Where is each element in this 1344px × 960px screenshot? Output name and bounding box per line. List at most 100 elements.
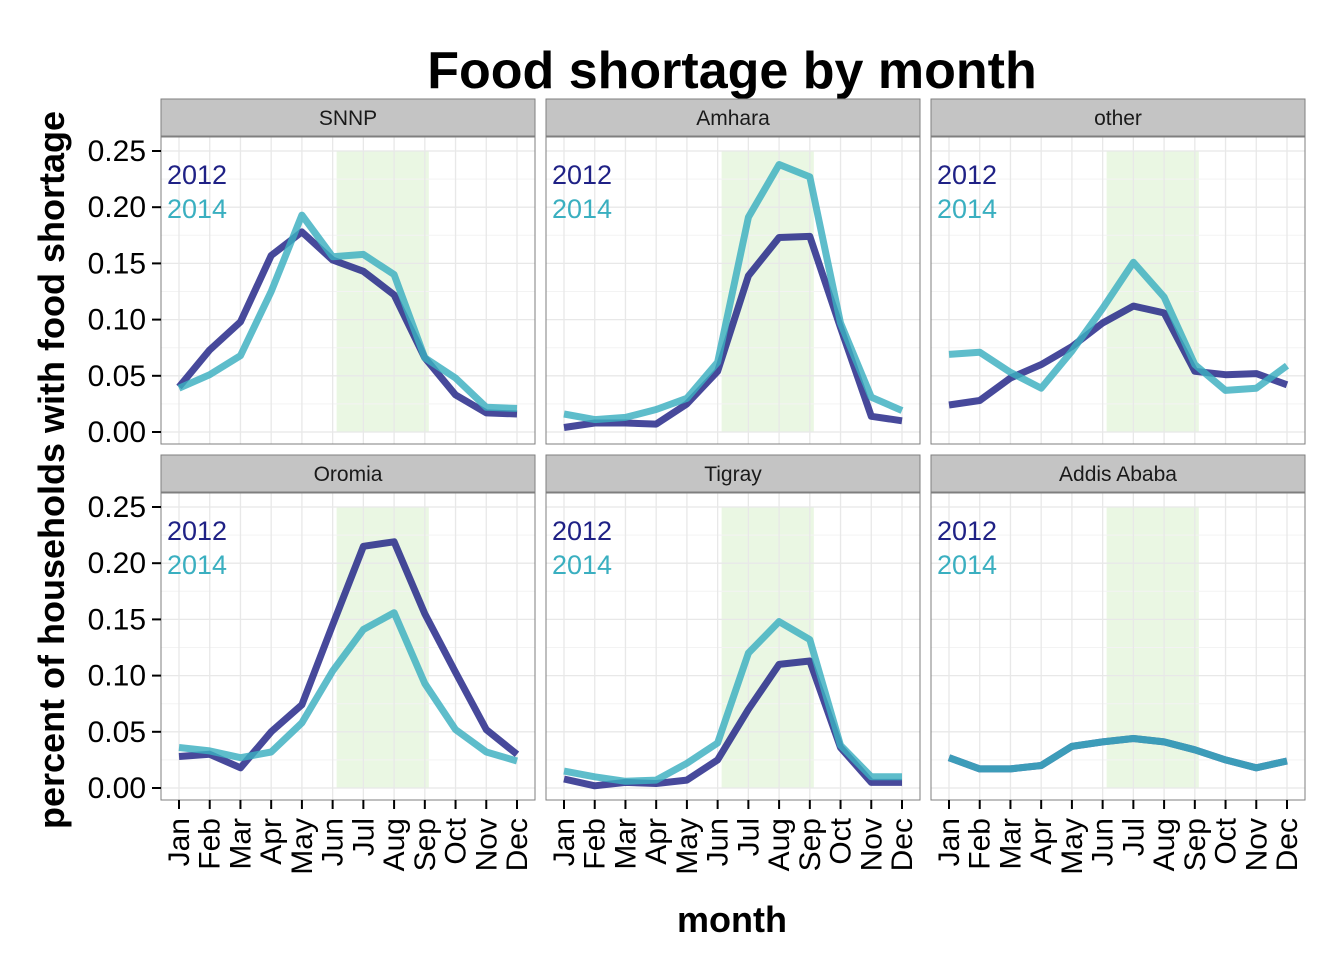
legend-label-2012: 2012 — [552, 160, 612, 190]
legend-label-2014: 2014 — [937, 194, 997, 224]
x-tick-label: Dec — [501, 818, 534, 871]
series-line-2014 — [947, 735, 1288, 773]
series-line-2014 — [563, 161, 904, 424]
series-line-2014 — [948, 258, 1290, 394]
x-tick-label: Nov — [855, 818, 888, 871]
x-tick-label: Mar — [224, 818, 257, 870]
legend-label-2014: 2014 — [167, 550, 227, 580]
facet-strip-label: Amhara — [696, 107, 770, 130]
x-tick-label: Feb — [194, 818, 227, 870]
panel-border — [545, 136, 921, 445]
legend-label-2014: 2014 — [552, 550, 612, 580]
x-tick-label: Aug — [1148, 818, 1181, 871]
facet-panel-other: other 2012 2014 — [930, 98, 1306, 445]
x-tick-label: Feb — [964, 818, 997, 870]
series-line-2012 — [178, 538, 520, 772]
x-tick-label: Apr — [255, 818, 288, 865]
facet-strip — [160, 98, 536, 137]
legend-label-2014: 2014 — [167, 194, 227, 224]
panel-border — [930, 492, 1306, 801]
x-tick-label: Aug — [378, 818, 411, 871]
x-tick-label: Jul — [732, 818, 765, 856]
facet-strip-label: Tigray — [704, 463, 762, 486]
legend-label-2012: 2012 — [937, 516, 997, 546]
series-line-2014 — [563, 618, 902, 785]
y-tick-label: 0.25 — [88, 135, 146, 168]
y-tick-label: 0.25 — [88, 491, 146, 524]
facet-strip-label: other — [1094, 107, 1142, 130]
y-tick-label: 0.00 — [88, 416, 146, 449]
facet-strip-label: Oromia — [314, 463, 383, 486]
x-tick-label: Apr — [640, 818, 673, 865]
x-tick-label: Jul — [1117, 818, 1150, 856]
facet-strip-label: Addis Ababa — [1059, 463, 1177, 486]
y-tick-label: 0.20 — [88, 547, 146, 580]
facet-strip — [930, 454, 1306, 493]
x-tick-label: Mar — [609, 818, 642, 870]
x-tick-label: Jun — [1087, 818, 1120, 866]
series-line-2014 — [177, 211, 518, 412]
x-tick-label: Oct — [825, 817, 858, 864]
x-axis-title: month — [677, 899, 787, 940]
y-tick-label: 0.05 — [88, 360, 146, 393]
x-tick-label: Mar — [994, 818, 1027, 870]
facet-panel-amhara: Amhara 2012 2014 — [545, 98, 921, 445]
legend-label-2012: 2012 — [552, 516, 612, 546]
y-axis-title: percent of households with food shortage — [31, 111, 72, 829]
panel-border — [930, 136, 1306, 445]
x-tick-label: Oct — [440, 817, 473, 864]
x-tick-label: Jul — [347, 818, 380, 856]
x-tick-label: Sep — [794, 818, 827, 871]
series-line-2014 — [178, 609, 518, 765]
legend-label-2014: 2014 — [552, 194, 612, 224]
panel-border — [160, 136, 536, 445]
facet-strip — [545, 454, 921, 493]
legend-label-2012: 2012 — [937, 160, 997, 190]
facet-strip — [160, 454, 536, 493]
y-tick-label: 0.15 — [88, 247, 146, 280]
x-tick-label: May — [1056, 818, 1089, 875]
x-tick-label: Jun — [702, 818, 735, 866]
panel-border — [545, 492, 921, 801]
x-tick-label: Feb — [579, 818, 612, 870]
y-tick-label: 0.20 — [88, 191, 146, 224]
panel-border — [160, 492, 536, 801]
x-tick-label: Dec — [1271, 818, 1304, 871]
chart-title: Food shortage by month — [427, 42, 1037, 100]
y-tick-label: 0.15 — [88, 603, 146, 636]
x-tick-label: Aug — [763, 818, 796, 871]
legend-label-2012: 2012 — [167, 516, 227, 546]
x-tick-label: May — [671, 818, 704, 875]
y-tick-label: 0.00 — [88, 772, 146, 805]
x-tick-label: Nov — [1240, 818, 1273, 871]
x-tick-label: Nov — [470, 818, 503, 871]
facet-strip-label: SNNP — [319, 107, 377, 130]
x-tick-label: Jan — [548, 818, 581, 866]
x-tick-label: Jun — [317, 818, 350, 866]
x-tick-label: Sep — [1179, 818, 1212, 871]
facet-panel-snnp: SNNP 2012 2014 — [160, 98, 536, 445]
facet-panels: SNNP20122014Amhara20122014other20122014O… — [160, 98, 1306, 801]
x-tick-label: Sep — [409, 818, 442, 871]
facet-panel-addis-ababa: Addis Ababa 2012 2014 — [930, 454, 1306, 801]
series-line-2012 — [948, 302, 1289, 409]
facet-panel-tigray: Tigray 2012 2014 — [545, 454, 921, 801]
x-tick-label: Jan — [163, 818, 196, 866]
facet-panel-oromia: Oromia 2012 2014 — [160, 454, 536, 801]
facet-strip — [545, 98, 921, 137]
legend-label-2012: 2012 — [167, 160, 227, 190]
y-tick-label: 0.10 — [88, 660, 146, 693]
legend-label-2014: 2014 — [937, 550, 997, 580]
y-tick-label: 0.05 — [88, 716, 146, 749]
x-tick-label: Apr — [1025, 818, 1058, 865]
x-tick-label: Dec — [886, 818, 919, 871]
y-axis: 0.00 0.05 0.10 0.15 0.20 0.25 0.00 0.05 0.10 0.15… — [88, 135, 161, 805]
x-tick-label: Oct — [1210, 817, 1243, 864]
facet-strip — [930, 98, 1306, 137]
y-tick-label: 0.10 — [88, 304, 146, 337]
x-tick-label: May — [286, 818, 319, 875]
x-tick-label: Jan — [933, 818, 966, 866]
series-line-2012 — [176, 228, 518, 418]
